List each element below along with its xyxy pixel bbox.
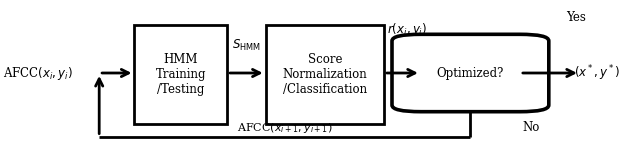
Bar — [134, 25, 227, 124]
Text: No: No — [522, 120, 540, 134]
Text: AFCC$(x_i, y_i)$: AFCC$(x_i, y_i)$ — [3, 65, 73, 81]
Text: Yes: Yes — [566, 11, 586, 24]
Text: AFCC$(x_{i+1}, y_{i+1})$: AFCC$(x_{i+1}, y_{i+1})$ — [237, 121, 333, 135]
FancyBboxPatch shape — [392, 34, 548, 112]
Bar — [266, 25, 384, 124]
Text: $S_{\mathrm{HMM}}$: $S_{\mathrm{HMM}}$ — [232, 38, 261, 53]
Text: HMM
Training
/Testing: HMM Training /Testing — [156, 53, 206, 96]
Text: Score
Normalization
/Classification: Score Normalization /Classification — [282, 53, 367, 96]
Text: $r(x_i, y_i)$: $r(x_i, y_i)$ — [387, 21, 428, 38]
Text: Optimized?: Optimized? — [436, 66, 504, 80]
Text: $(x^*, y^*)$: $(x^*, y^*)$ — [574, 63, 621, 83]
